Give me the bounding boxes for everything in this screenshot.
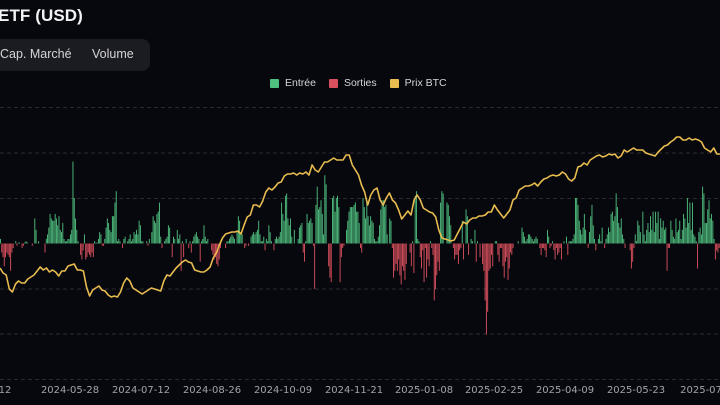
chart-legend: Entrée Sorties Prix BTC [270,77,460,89]
chart-title: ETF (USD) [0,6,83,25]
x-tick-label: 2025-07-1 [680,385,720,396]
x-tick-label: 2024-08-26 [182,385,242,396]
flow-bars [0,161,720,335]
legend-label: Entrée [285,77,316,89]
x-tick-label: 2024-10-09 [253,385,313,396]
x-tick-label: 2025-01-08 [394,385,454,396]
outflow-swatch-icon [328,78,338,88]
legend-item-inflow[interactable]: Entrée [270,77,316,89]
btc-price-line [0,136,720,298]
x-tick-label: 2024-07-12 [111,385,171,396]
inflow-swatch-icon [270,78,279,88]
x-tick-label: 2025-04-09 [535,385,595,396]
legend-label: Sorties [343,77,377,89]
x-tick-label: 2025-05-23 [606,385,666,396]
x-tick-label: 2024-05-28 [40,385,100,396]
x-tick-label: 2024-11-21 [324,385,384,396]
legend-label: Prix BTC [404,77,447,89]
legend-item-outflow[interactable]: Sorties [328,77,377,89]
toggle-volume-button[interactable]: Volume [92,47,134,61]
legend-item-btc-price[interactable]: Prix BTC [389,77,447,89]
btc-price-swatch-icon [389,78,399,88]
x-tick-label: 12 [0,385,12,396]
toggle-market-cap-button[interactable]: Cap. Marché [0,47,72,61]
gridlines [0,107,720,380]
x-tick-label: 2025-02-25 [464,385,524,396]
metric-toggle: Cap. Marché Volume [0,39,150,71]
